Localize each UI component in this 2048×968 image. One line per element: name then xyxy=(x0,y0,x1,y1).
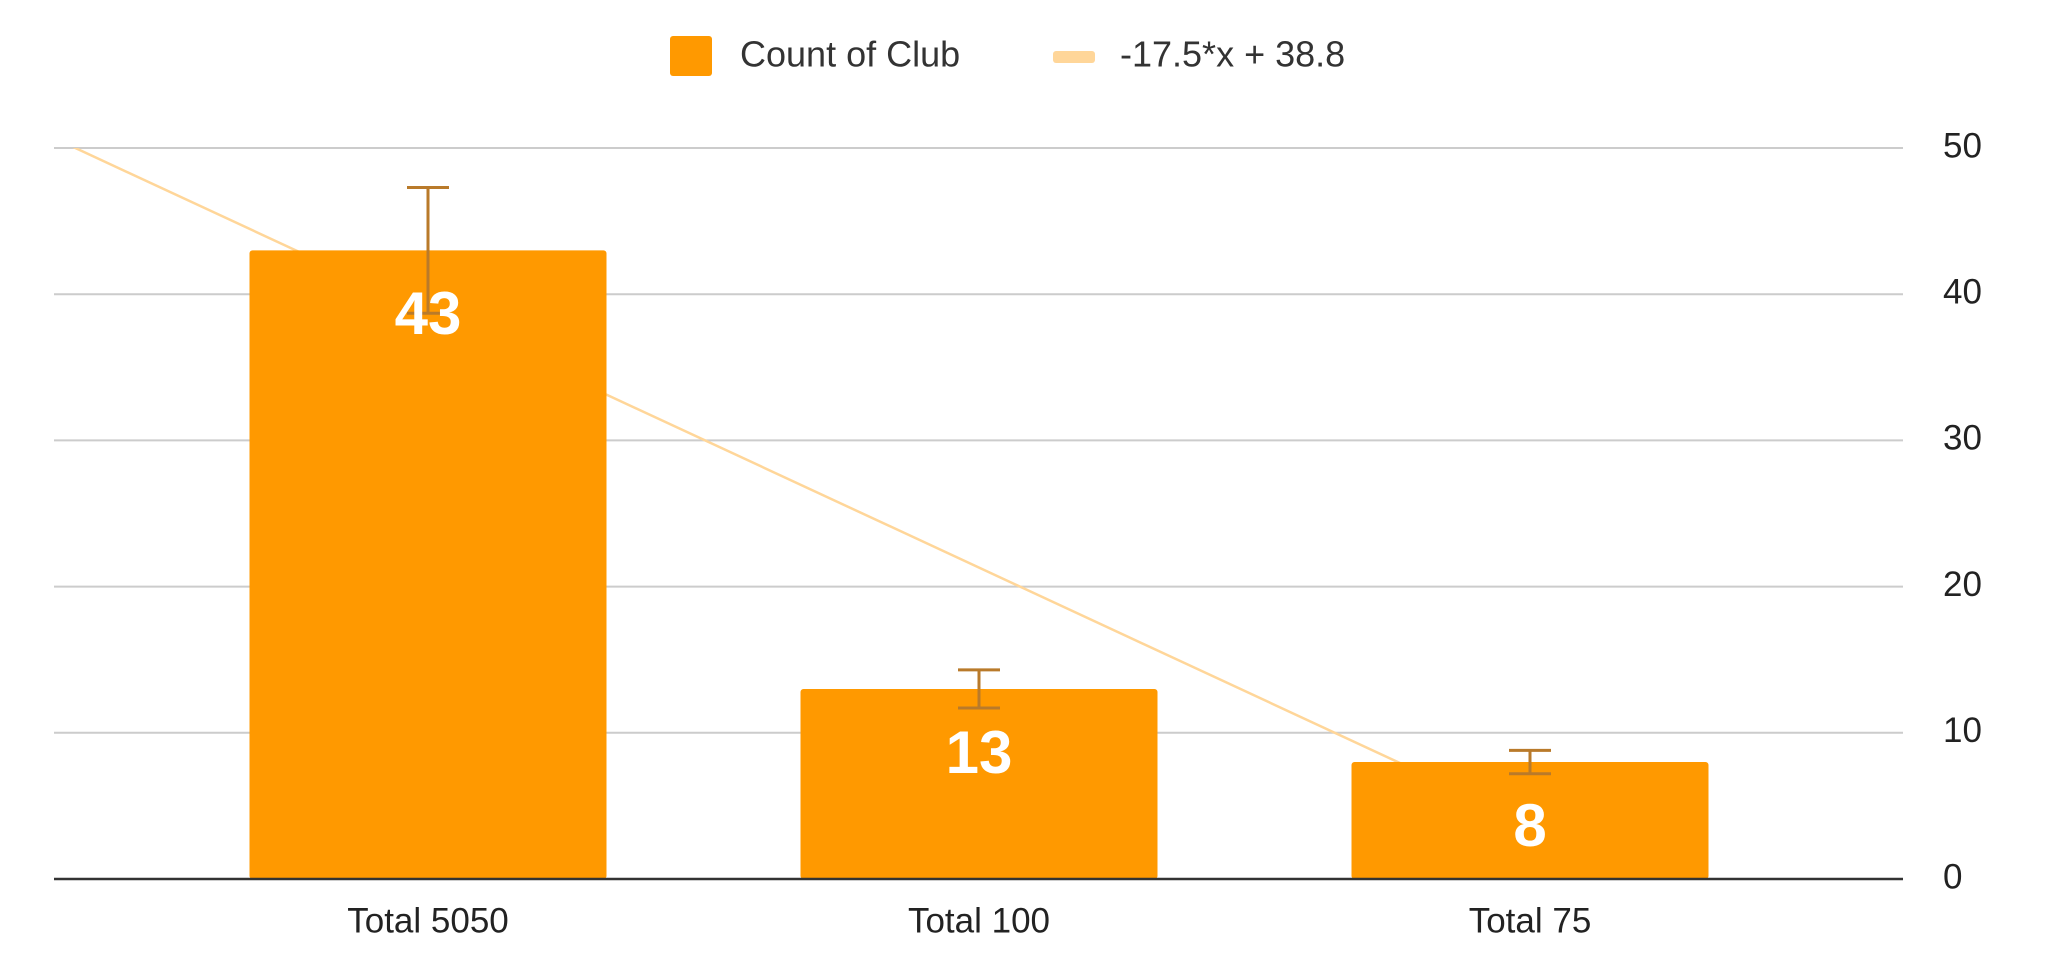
x-tick-label: Total 100 xyxy=(908,901,1050,940)
legend-swatch xyxy=(670,36,712,76)
bar xyxy=(800,688,1158,879)
y-tick-label: 0 xyxy=(1943,857,1962,896)
y-tick-label: 40 xyxy=(1943,272,1982,311)
value-label: 8 xyxy=(1513,792,1546,859)
legend-label: -17.5*x + 38.8 xyxy=(1120,34,1345,75)
x-tick-label: Total 5050 xyxy=(347,901,509,940)
y-tick-label: 50 xyxy=(1943,126,1982,165)
y-tick-label: 20 xyxy=(1943,565,1982,604)
error-bar xyxy=(407,185,449,315)
legend-swatch xyxy=(1053,51,1095,63)
value-label: 43 xyxy=(395,280,462,347)
error-bar xyxy=(1509,748,1551,776)
y-tick-label: 30 xyxy=(1943,419,1982,458)
bar xyxy=(249,250,607,880)
bar xyxy=(1351,762,1709,879)
legend-label: Count of Club xyxy=(740,34,960,75)
error-bar xyxy=(958,668,1000,710)
value-label: 13 xyxy=(946,719,1013,786)
y-tick-label: 10 xyxy=(1943,711,1982,750)
x-tick-label: Total 75 xyxy=(1469,901,1592,940)
legend: Count of Club -17.5*x + 38.8 xyxy=(670,34,1345,76)
